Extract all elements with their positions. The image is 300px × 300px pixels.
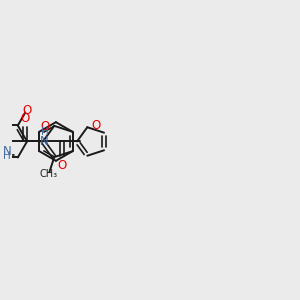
Text: O: O — [58, 159, 67, 172]
Text: CH₃: CH₃ — [40, 169, 58, 179]
Text: N: N — [2, 145, 11, 158]
Text: N: N — [40, 135, 49, 148]
Text: O: O — [21, 112, 30, 125]
Text: H: H — [41, 127, 49, 137]
Text: H: H — [3, 151, 11, 160]
Text: O: O — [91, 119, 101, 132]
Text: O: O — [22, 104, 32, 117]
Text: O: O — [40, 120, 50, 133]
